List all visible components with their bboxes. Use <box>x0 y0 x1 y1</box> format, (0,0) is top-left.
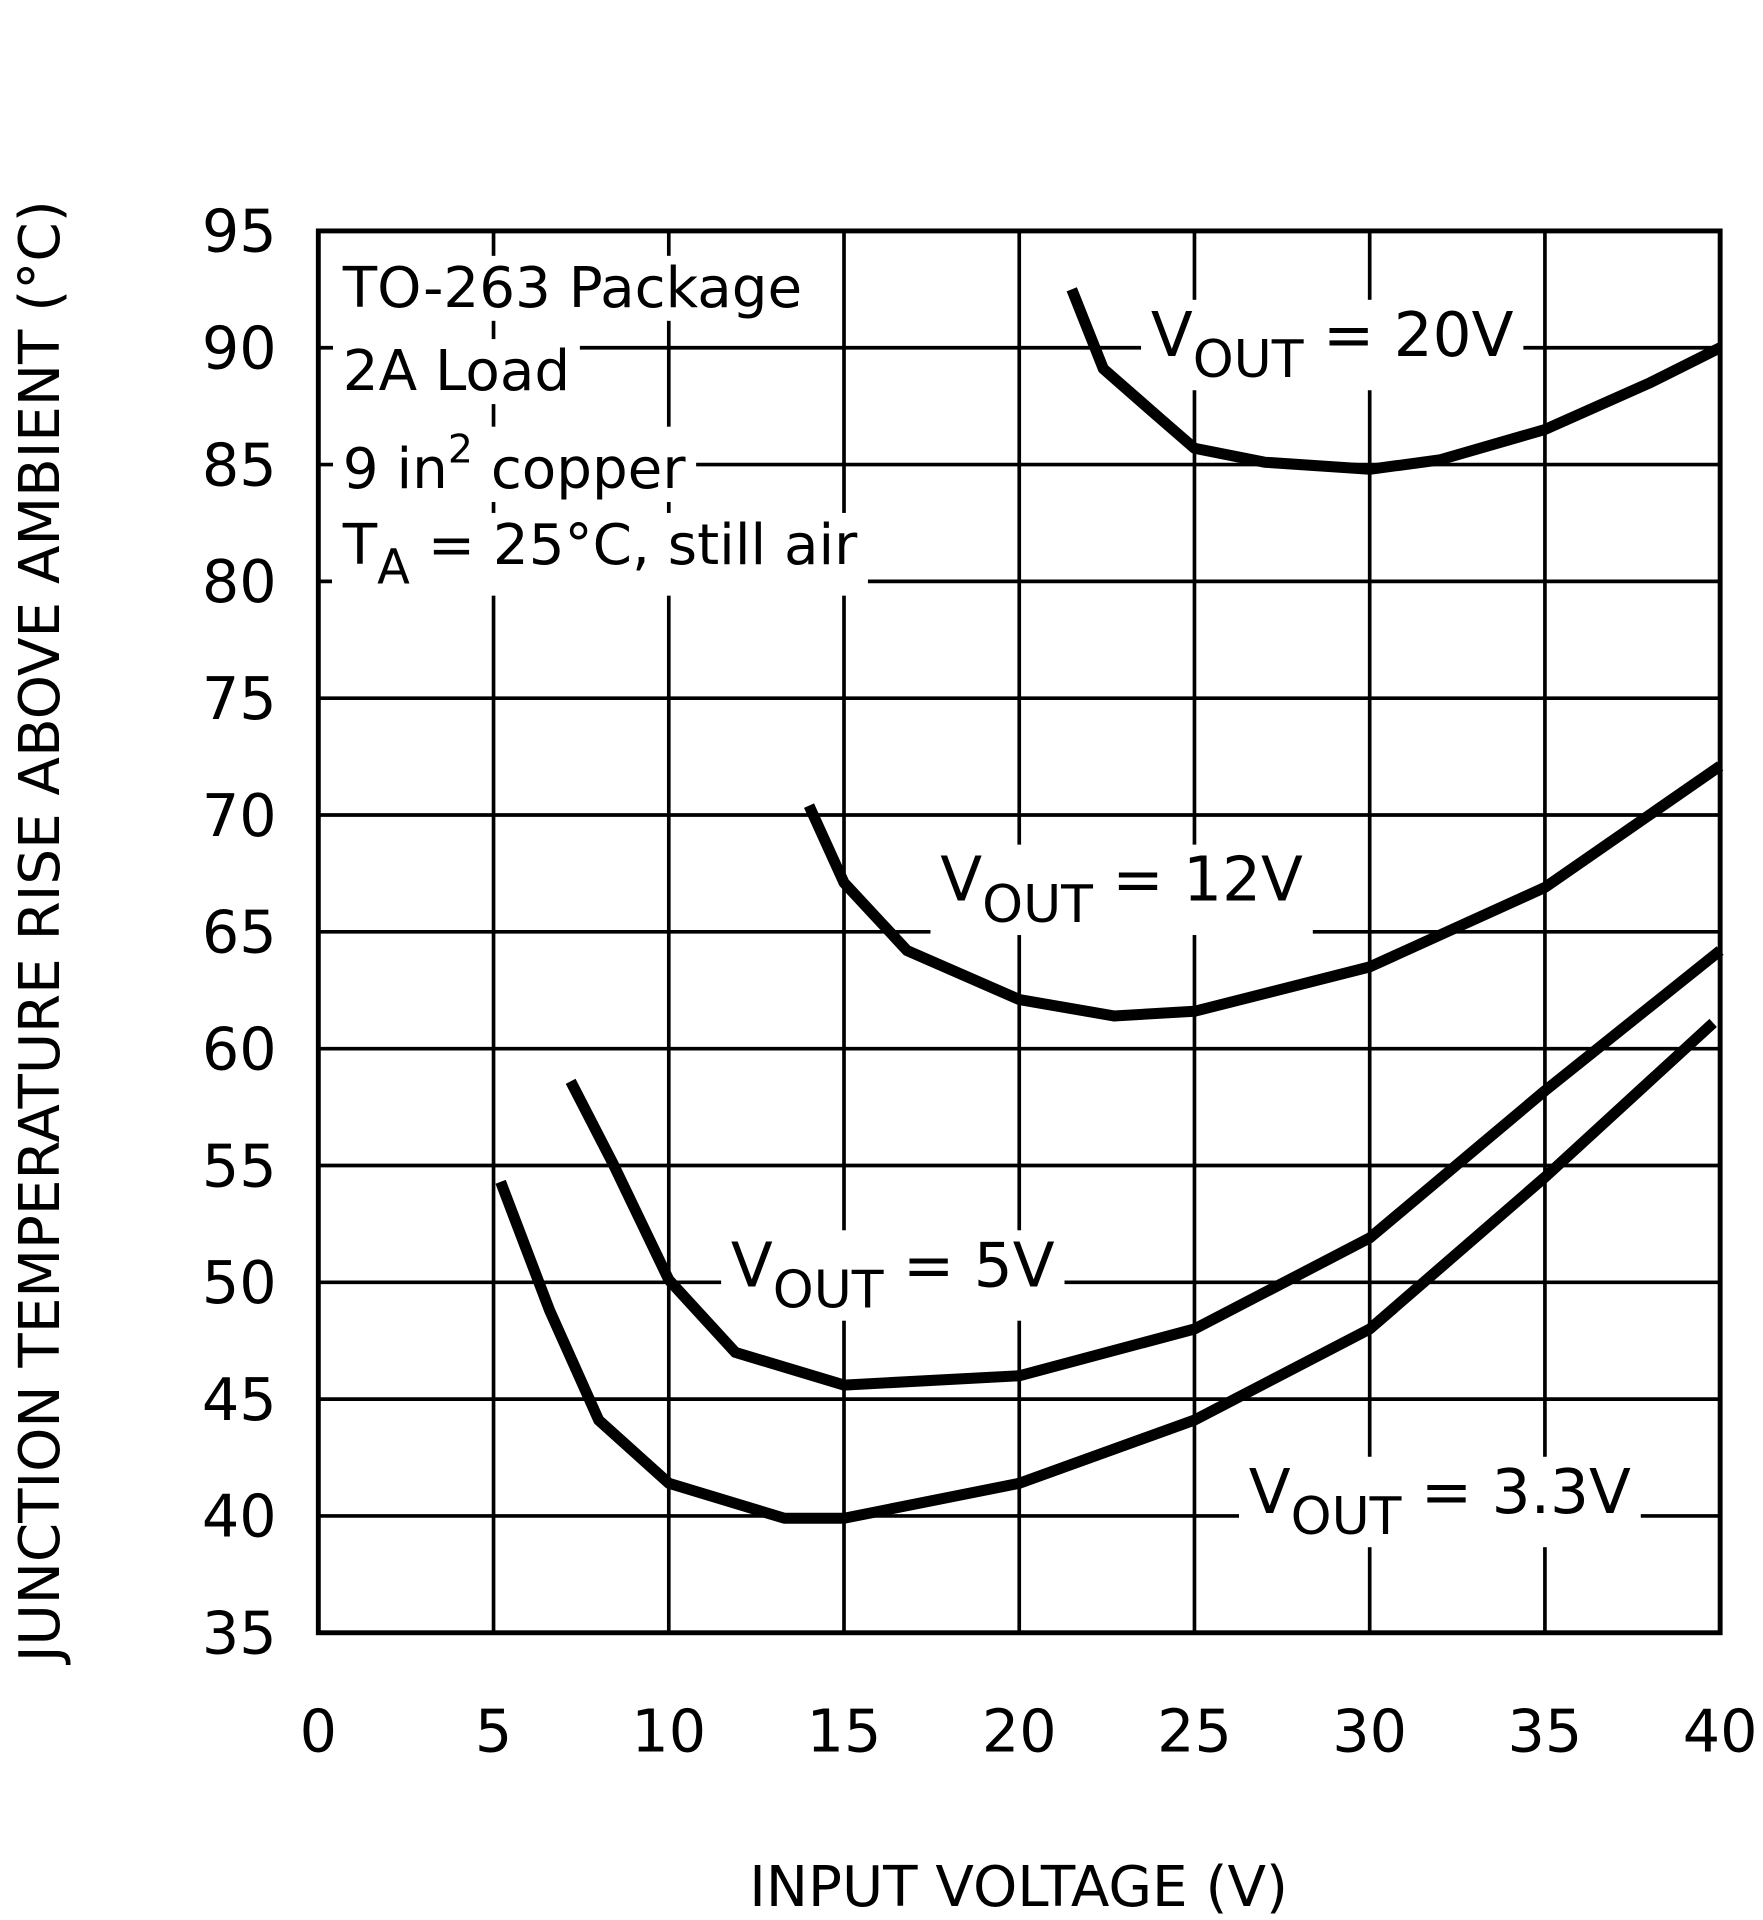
label-background <box>332 512 868 596</box>
label-background <box>332 255 812 321</box>
subscript: A <box>377 541 410 596</box>
y-tick-label: 40 <box>202 1482 277 1551</box>
x-tick-label: 40 <box>1683 1697 1758 1766</box>
x-tick-label: 30 <box>1332 1697 1407 1766</box>
data-line <box>804 761 1724 1022</box>
annotation-text: TA = 25°C, still air <box>342 513 858 596</box>
y-tick-label: 50 <box>202 1248 277 1317</box>
text-part: V <box>731 1230 773 1301</box>
plot-frame <box>315 228 1723 1636</box>
text-part: = 3.3V <box>1401 1457 1631 1528</box>
annotation: 2A Load <box>333 339 580 405</box>
text-part: 9 in <box>343 437 448 502</box>
y-tick-label: 90 <box>202 314 277 383</box>
x-tick-label: 5 <box>475 1697 512 1766</box>
y-tick-label: 35 <box>202 1599 277 1668</box>
x-tick-label: 10 <box>631 1697 706 1766</box>
y-tick-label: 70 <box>202 781 277 850</box>
y-tick-label: 80 <box>202 547 277 616</box>
y-tick-label: 55 <box>202 1131 277 1200</box>
text-part: TO-263 Package <box>342 256 802 321</box>
series-label-text: VOUT = 3.3V <box>1249 1457 1631 1547</box>
y-tick-label: 85 <box>202 430 277 499</box>
label-background <box>1141 299 1524 391</box>
x-axis-label: INPUT VOLTAGE (V) <box>749 1855 1288 1920</box>
annotation: TO-263 Package <box>332 255 812 321</box>
y-tick-label: 65 <box>202 898 277 967</box>
x-tick-label: 20 <box>982 1697 1057 1766</box>
subscript: OUT <box>1291 1487 1402 1547</box>
annotation-text: 9 in2 copper <box>343 427 687 502</box>
y-tick-label: 95 <box>202 197 277 266</box>
y-tick-label: 75 <box>202 664 277 733</box>
text-part: V <box>1151 300 1193 371</box>
text-part: = 25°C, still air <box>410 513 858 578</box>
series-label-text: VOUT = 5V <box>731 1230 1055 1320</box>
text-part: V <box>1249 1457 1291 1528</box>
label-background <box>333 426 697 503</box>
subscript: OUT <box>1193 330 1304 390</box>
label-background <box>333 339 580 405</box>
subscript: OUT <box>982 875 1093 935</box>
text-part: = 5V <box>884 1230 1055 1301</box>
series-label-text: VOUT = 12V <box>940 845 1303 935</box>
labels: TO-263 Package 2A Load 9 in2 copper TA = 25… <box>332 255 1641 1548</box>
y-tick-label: 45 <box>202 1365 277 1434</box>
text-part: = 12V <box>1093 845 1303 916</box>
y-tick-label: 60 <box>202 1014 277 1083</box>
label-background <box>721 1230 1065 1321</box>
x-tick-label: 35 <box>1508 1697 1583 1766</box>
series-label: VOUT = 20V <box>1141 299 1524 391</box>
y-axis-label: JUNCTION TEMPERATURE RISE ABOVE AMBIENT … <box>8 200 73 1665</box>
x-tick-label: 25 <box>1157 1697 1232 1766</box>
text-part: V <box>940 845 982 916</box>
text-part: T <box>342 513 378 578</box>
label-background <box>930 844 1313 936</box>
subscript: OUT <box>773 1261 884 1321</box>
text-part: copper <box>473 437 686 502</box>
series-label: VOUT = 12V <box>930 844 1313 936</box>
label-background <box>1238 1456 1641 1548</box>
annotation: 9 in2 copper <box>333 426 697 503</box>
superscript: 2 <box>448 427 473 473</box>
data-line <box>1066 287 1723 475</box>
annotation-text: TO-263 Package <box>342 256 802 321</box>
series-label: VOUT = 5V <box>721 1230 1065 1321</box>
annotation-text: 2A Load <box>343 339 570 404</box>
data-line <box>495 1018 1717 1524</box>
data-line <box>565 946 1724 1391</box>
x-tick-label: 15 <box>807 1697 882 1766</box>
text-part: = 20V <box>1304 300 1514 371</box>
lines <box>495 287 1724 1524</box>
series-label-text: VOUT = 20V <box>1151 300 1514 390</box>
text-part: 2A Load <box>343 339 570 404</box>
series-label: VOUT = 3.3V <box>1238 1456 1641 1548</box>
x-tick-label: 0 <box>300 1697 337 1766</box>
annotation: TA = 25°C, still air <box>332 512 868 596</box>
